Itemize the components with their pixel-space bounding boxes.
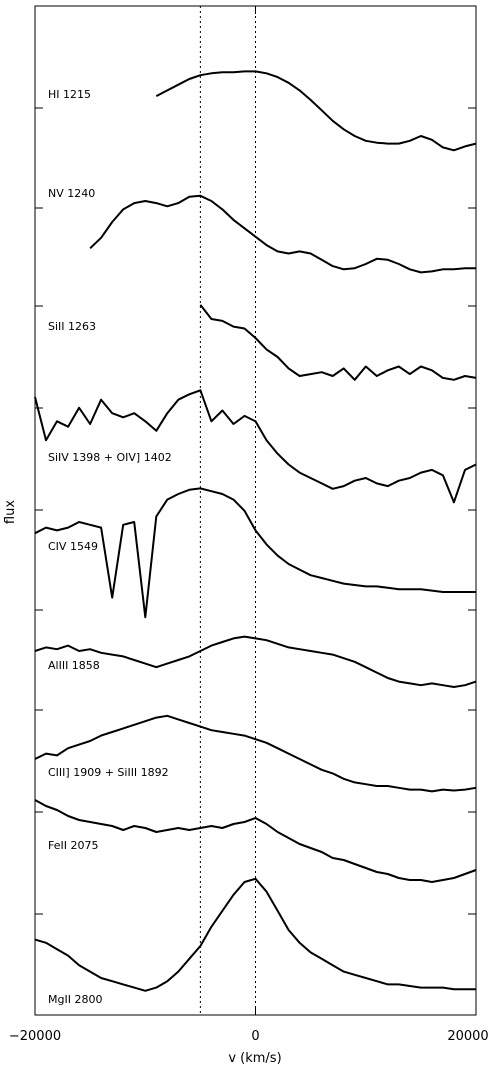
series-label-4: SiIV 1398 + OIV] 1402	[48, 451, 172, 464]
y-axis-label: flux	[3, 500, 18, 524]
reference-lines	[199, 6, 256, 1015]
x-tick-label-1: 0	[251, 1029, 259, 1044]
x-tick-label-0: −20000	[9, 1029, 61, 1044]
series-group	[34, 70, 477, 992]
series-line-2	[89, 194, 476, 274]
series-line-3	[199, 304, 477, 381]
series-line-1	[155, 70, 477, 152]
series-label-2: NV 1240	[48, 187, 95, 200]
series-label-5: CIV 1549	[48, 540, 98, 553]
series-label-6: AlIII 1858	[48, 659, 100, 672]
x-tick-labels: −20000 0 20000	[9, 1029, 489, 1044]
series-label-7: CIII] 1909 + SiIII 1892	[48, 766, 169, 779]
series-line-8	[34, 799, 477, 883]
axis-ticks	[34, 5, 477, 1016]
series-line-9	[34, 877, 476, 992]
x-tick-label-2: 20000	[447, 1029, 488, 1044]
series-label-1: HI 1215	[48, 88, 91, 101]
series-line-6	[34, 635, 477, 688]
series-label-8: FeII 2075	[48, 839, 98, 852]
series-label-9: MgII 2800	[48, 993, 102, 1006]
series-line-4	[34, 389, 477, 504]
series-label-3: SiII 1263	[48, 320, 96, 333]
x-axis-label: v (km/s)	[228, 1051, 281, 1066]
series-line-7	[34, 714, 477, 793]
series-labels: HI 1215 NV 1240 SiII 1263 SiIV 1398 + OIV] …	[48, 88, 172, 1006]
series-line-5	[34, 487, 476, 619]
